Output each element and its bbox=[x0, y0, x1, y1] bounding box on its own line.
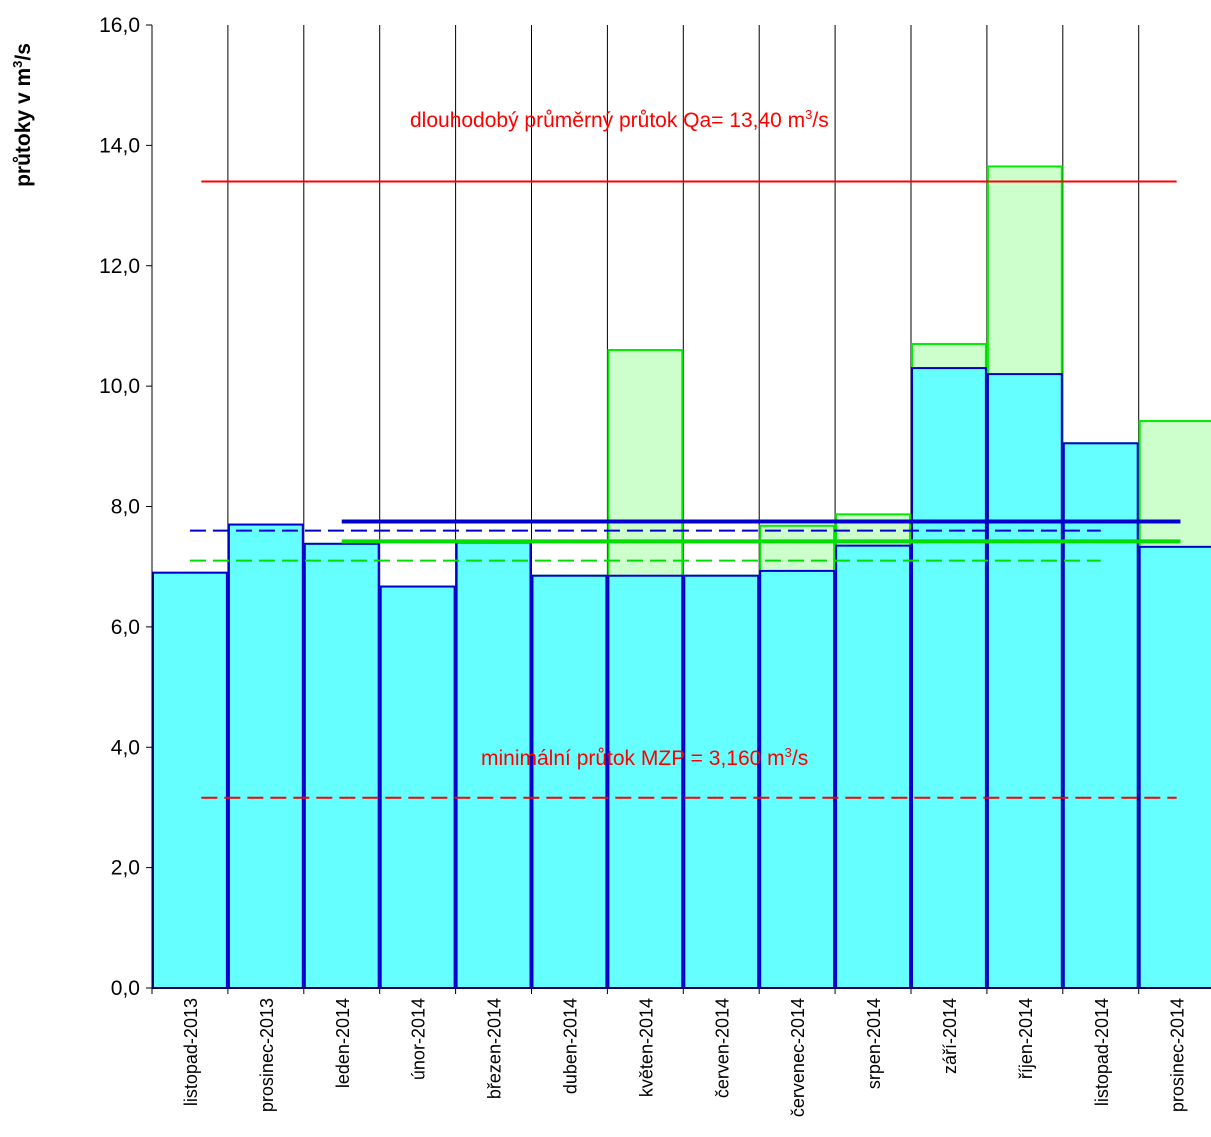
bar-series-2-listopad-2013 bbox=[152, 571, 228, 989]
reference-lines bbox=[189, 180, 1181, 799]
x-tick-label: květen-2014 bbox=[636, 998, 656, 1097]
bar-series-2-červen-2014 bbox=[683, 574, 760, 989]
x-tick-label: únor-2014 bbox=[409, 998, 429, 1080]
bar-series-2-únor-2014 bbox=[379, 585, 456, 989]
x-tick-label: duben-2014 bbox=[560, 998, 580, 1094]
y-tick-label: 8,0 bbox=[111, 496, 140, 519]
y-tick-label: 12,0 bbox=[99, 255, 140, 278]
x-tick-label: červenec-2014 bbox=[788, 998, 808, 1117]
x-tick-label: listopad-2013 bbox=[181, 998, 201, 1106]
bar-series-2-prosinec-2014 bbox=[1138, 545, 1211, 989]
y-tick-label: 0,0 bbox=[111, 977, 140, 1000]
bar-series-2-květen-2014 bbox=[607, 574, 684, 989]
x-tick-label: září-2014 bbox=[940, 998, 960, 1074]
annotation-minimum-flow: minimální průtok MZP = 3,160 m3/s bbox=[481, 745, 809, 770]
y-tick-label: 6,0 bbox=[111, 616, 140, 639]
x-tick-label: leden-2014 bbox=[333, 998, 353, 1088]
x-tick-label: srpen-2014 bbox=[864, 998, 884, 1089]
x-tick-label: březen-2014 bbox=[485, 998, 505, 1099]
x-tick-label: prosinec-2014 bbox=[1168, 998, 1188, 1112]
y-tick-label: 16,0 bbox=[99, 14, 140, 37]
bar-series-2-říjen-2014 bbox=[986, 373, 1063, 989]
bar-series-2-duben-2014 bbox=[531, 574, 608, 989]
bar-series-2-červenec-2014 bbox=[759, 569, 836, 989]
bar-series-2-leden-2014 bbox=[303, 542, 380, 989]
annotation-long-term-average-flow: dlouhodobý průměrný průtok Qa= 13,40 m3/… bbox=[410, 107, 829, 132]
bar-series-2-březen-2014 bbox=[455, 541, 532, 989]
x-tick-label: říjen-2014 bbox=[1016, 998, 1036, 1079]
x-tick-label: prosinec-2013 bbox=[257, 998, 277, 1112]
bar-series-2-listopad-2014 bbox=[1062, 442, 1139, 990]
bar-series-2-prosinec-2013 bbox=[227, 523, 304, 990]
y-tick-label: 2,0 bbox=[111, 857, 140, 880]
bars bbox=[152, 165, 1211, 990]
y-tick-label: 4,0 bbox=[111, 736, 140, 759]
axes: 0,0 2,0 4,0 6,0 8,0 10,0 12,0 14,0 16,0 listopad-… bbox=[99, 14, 1211, 1117]
bar-series-2-září-2014 bbox=[911, 367, 987, 990]
y-tick-label: 14,0 bbox=[99, 134, 140, 157]
bar-series-2-srpen-2014 bbox=[835, 544, 911, 989]
x-tick-label: červen-2014 bbox=[712, 998, 732, 1098]
y-tick-label: 10,0 bbox=[99, 375, 140, 398]
y-axis-title: průtoky v m3/s bbox=[10, 43, 35, 187]
x-tick-label: listopad-2014 bbox=[1092, 998, 1112, 1106]
